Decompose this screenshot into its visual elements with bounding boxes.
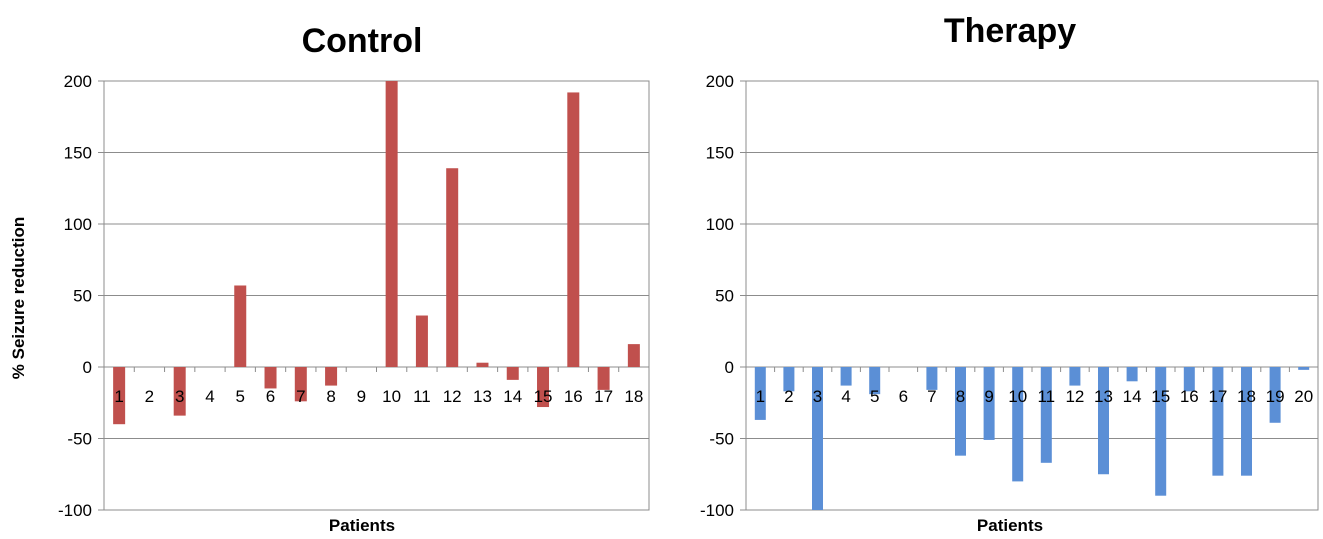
y-tick-label: 0 [725, 358, 734, 377]
bar [627, 344, 640, 367]
plot-frame [745, 80, 1319, 511]
y-tick-label: -50 [67, 430, 92, 449]
x-tick-label: 17 [594, 387, 613, 406]
x-tick-label: 16 [1180, 387, 1199, 406]
bar [1269, 367, 1281, 423]
x-tick-label: 3 [175, 387, 184, 406]
x-tick-label: 18 [624, 387, 643, 406]
plot-frame [103, 80, 650, 511]
y-tick-label: 0 [83, 358, 92, 377]
chart-title: Therapy [944, 12, 1076, 50]
bar [113, 367, 126, 425]
bar [869, 367, 881, 395]
x-tick-label: 12 [1065, 387, 1084, 406]
x-tick-label: 15 [534, 387, 553, 406]
x-axis-label: Patients [329, 516, 395, 535]
x-tick-label: 9 [984, 387, 993, 406]
bar [1298, 367, 1310, 370]
y-tick-label: -100 [700, 501, 734, 520]
bar [840, 367, 852, 386]
x-tick-label: 6 [266, 387, 275, 406]
x-tick-label: 20 [1294, 387, 1313, 406]
chart-title: Control [302, 22, 423, 60]
x-tick-label: 11 [413, 387, 431, 406]
chart-therapy: Therapy Patients -100 -50 0 50 100 150 200 1 2 3 4… [700, 12, 1319, 535]
x-tick-label: 7 [296, 387, 305, 406]
bar [1212, 367, 1224, 476]
x-tick-label: 7 [927, 387, 936, 406]
bar [955, 367, 966, 456]
x-tick-label: 2 [784, 387, 793, 406]
bar [294, 367, 307, 402]
bar [325, 367, 338, 386]
x-tick-label: 1 [756, 387, 765, 406]
y-tick-label: 100 [706, 215, 734, 234]
x-tick-label: 15 [1151, 387, 1170, 406]
y-tick-label: 200 [64, 72, 92, 91]
bar [1126, 367, 1138, 382]
x-tick-label: 17 [1208, 387, 1227, 406]
x-tick-label: 16 [564, 387, 583, 406]
bar [506, 367, 519, 380]
bar [1183, 367, 1195, 392]
bar [1012, 367, 1024, 482]
y-tick-label: 200 [706, 72, 734, 91]
x-tick-label: 19 [1266, 387, 1285, 406]
bar [754, 367, 766, 420]
chart-control: Control % Seizure reduction Patients -10… [9, 22, 650, 535]
y-tick-label: 150 [64, 144, 92, 163]
x-tick-label: 18 [1237, 387, 1256, 406]
x-tick-label: 8 [956, 387, 965, 406]
y-tick-label: -50 [709, 430, 734, 449]
bar [812, 367, 823, 510]
bar [476, 362, 489, 367]
y-tick-label: 150 [706, 144, 734, 163]
bar [173, 367, 186, 416]
x-tick-label: 14 [1123, 387, 1142, 406]
y-axis-label: % Seizure reduction [9, 217, 28, 379]
bar [567, 92, 580, 367]
bar [446, 168, 459, 367]
x-tick-label: 3 [813, 387, 822, 406]
y-tick-label: 50 [715, 287, 734, 306]
x-tick-label: 12 [443, 387, 462, 406]
x-tick-label: 1 [114, 387, 123, 406]
x-tick-label: 5 [236, 387, 245, 406]
x-tick-label: 5 [870, 387, 879, 406]
bar [264, 367, 277, 389]
y-tick-label: 50 [73, 287, 92, 306]
x-tick-label: 8 [326, 387, 335, 406]
x-tick-label: 10 [382, 387, 401, 406]
bar [415, 315, 428, 367]
x-tick-label: 13 [1094, 387, 1113, 406]
bar [234, 285, 247, 367]
bar [385, 81, 398, 367]
bar [597, 367, 610, 390]
x-tick-label: 13 [473, 387, 492, 406]
bar [1241, 367, 1252, 476]
bar [1069, 367, 1081, 386]
x-tick-label: 6 [899, 387, 908, 406]
bar [783, 367, 795, 392]
x-axis-label: Patients [977, 516, 1043, 535]
y-tick-label: 100 [64, 215, 92, 234]
bar [1098, 367, 1109, 475]
x-tick-label: 14 [503, 387, 522, 406]
bar [537, 367, 550, 408]
x-tick-label: 2 [145, 387, 154, 406]
y-tick-label: -100 [58, 501, 92, 520]
x-tick-label: 10 [1008, 387, 1027, 406]
x-tick-label: 4 [841, 387, 850, 406]
bar [1155, 367, 1167, 496]
x-tick-label: 9 [357, 387, 366, 406]
bar [983, 367, 995, 440]
x-tick-label: 11 [1037, 387, 1055, 406]
x-tick-label: 4 [205, 387, 214, 406]
bar [926, 367, 938, 390]
bar [1040, 367, 1052, 463]
